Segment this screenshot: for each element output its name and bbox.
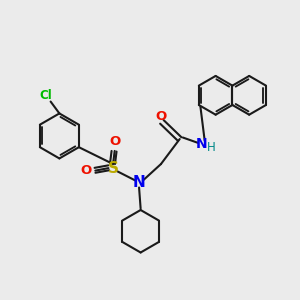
Text: O: O xyxy=(80,164,92,177)
Text: H: H xyxy=(207,141,215,154)
Text: S: S xyxy=(108,160,118,175)
Text: N: N xyxy=(196,137,207,152)
Text: O: O xyxy=(155,110,166,123)
Text: O: O xyxy=(109,135,120,148)
Text: Cl: Cl xyxy=(40,89,52,102)
Text: N: N xyxy=(133,175,146,190)
